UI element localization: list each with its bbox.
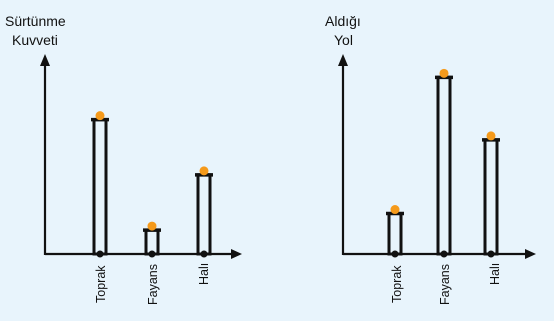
bar-top-marker — [147, 221, 157, 231]
y-axis-label-line-1: Sürtünme — [5, 13, 66, 29]
bar — [483, 138, 499, 256]
y-axis-label-line-2: Kuvveti — [12, 32, 58, 48]
bar-top-marker — [439, 68, 449, 78]
x-axis-arrow — [231, 249, 242, 259]
x-tick-dot — [148, 250, 156, 258]
y-axis-label-line-2: Yol — [334, 32, 353, 48]
bars-group — [386, 68, 500, 258]
bar — [196, 173, 212, 256]
x-tick-dot — [440, 250, 448, 258]
bar-top-marker — [199, 166, 209, 176]
y-axis-arrow — [40, 54, 50, 66]
x-tick-label: Halı — [488, 263, 502, 285]
distance-chart: Aldığı Yol Toprak Fayans Halı — [325, 13, 536, 305]
bar-top-marker — [486, 131, 496, 141]
bar — [144, 228, 160, 256]
bar — [92, 118, 108, 256]
x-tick-label: Toprak — [390, 265, 404, 303]
bar-top-marker — [390, 205, 400, 215]
friction-chart: Sürtünme Kuvveti Toprak Fayans Halı — [5, 13, 242, 305]
bar — [387, 212, 403, 256]
x-tick-dot — [96, 250, 104, 258]
bar — [436, 75, 452, 256]
x-tick-label: Fayans — [438, 264, 452, 305]
x-tick-label: Toprak — [94, 265, 108, 303]
x-tick-dot — [391, 250, 399, 258]
y-axis-arrow — [338, 54, 348, 66]
x-tick-dot — [200, 250, 208, 258]
x-tick-dot — [487, 250, 495, 258]
bars-group — [91, 111, 213, 258]
x-axis-arrow — [525, 249, 536, 259]
x-tick-label: Fayans — [146, 264, 160, 305]
y-axis-label-line-1: Aldığı — [325, 13, 361, 29]
bar-top-marker — [95, 111, 105, 121]
x-tick-label: Halı — [197, 263, 211, 285]
